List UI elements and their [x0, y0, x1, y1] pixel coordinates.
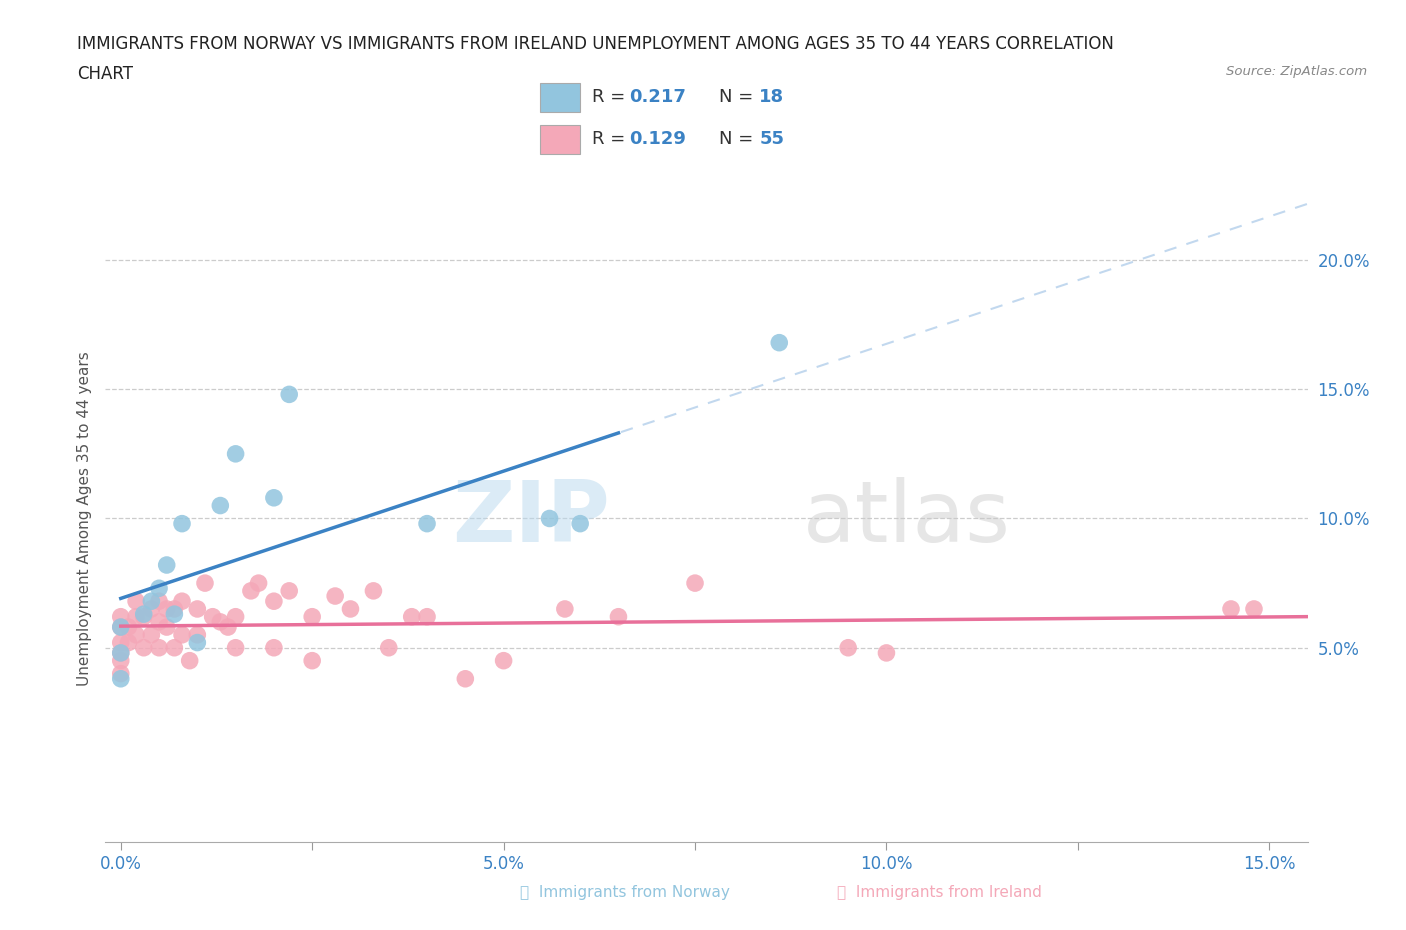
Point	[225, 609, 247, 624]
Point	[110, 671, 132, 686]
Point	[263, 490, 285, 505]
Point	[186, 628, 208, 643]
Point	[110, 609, 132, 624]
Point	[339, 602, 361, 617]
Point	[163, 641, 186, 656]
Text: R =: R =	[592, 130, 631, 148]
Point	[837, 641, 859, 656]
Point	[377, 641, 399, 656]
Point	[768, 335, 790, 350]
Text: 0.129: 0.129	[630, 130, 686, 148]
Point	[301, 653, 323, 668]
Text: Source: ZipAtlas.com: Source: ZipAtlas.com	[1226, 65, 1367, 78]
Point	[179, 653, 201, 668]
FancyBboxPatch shape	[540, 125, 579, 154]
Point	[363, 583, 385, 598]
Point	[148, 593, 170, 608]
Point	[225, 446, 247, 461]
Point	[148, 641, 170, 656]
Point	[156, 602, 179, 617]
Point	[163, 606, 186, 621]
Point	[225, 641, 247, 656]
Point	[132, 606, 155, 621]
Text: IMMIGRANTS FROM NORWAY VS IMMIGRANTS FROM IRELAND UNEMPLOYMENT AMONG AGES 35 TO : IMMIGRANTS FROM NORWAY VS IMMIGRANTS FRO…	[77, 35, 1114, 53]
Point	[125, 609, 148, 624]
Y-axis label: Unemployment Among Ages 35 to 44 years: Unemployment Among Ages 35 to 44 years	[76, 352, 91, 685]
Point	[209, 615, 232, 630]
Text: 18: 18	[759, 88, 785, 106]
Point	[401, 609, 423, 624]
Point	[875, 645, 897, 660]
Point	[125, 593, 148, 608]
Point	[117, 619, 139, 634]
Point	[132, 641, 155, 656]
FancyBboxPatch shape	[540, 84, 579, 113]
Point	[170, 628, 193, 643]
Point	[170, 593, 193, 608]
Point	[170, 516, 193, 531]
Point	[141, 593, 163, 608]
Point	[278, 583, 301, 598]
Point	[247, 576, 270, 591]
Text: 55: 55	[759, 130, 785, 148]
Point	[186, 635, 208, 650]
Text: N =: N =	[718, 88, 759, 106]
Point	[683, 576, 706, 591]
Text: ⬜  Immigrants from Norway: ⬜ Immigrants from Norway	[520, 885, 730, 900]
Point	[263, 641, 285, 656]
Point	[209, 498, 232, 513]
Point	[125, 628, 148, 643]
Point	[194, 576, 217, 591]
Point	[163, 602, 186, 617]
Point	[110, 645, 132, 660]
Point	[148, 581, 170, 596]
Point	[554, 602, 576, 617]
Point	[110, 619, 132, 634]
Point	[323, 589, 346, 604]
Point	[156, 558, 179, 573]
Text: 0.217: 0.217	[630, 88, 686, 106]
Point	[569, 516, 592, 531]
Point	[110, 666, 132, 681]
Text: ⬜  Immigrants from Ireland: ⬜ Immigrants from Ireland	[837, 885, 1042, 900]
Point	[217, 619, 239, 634]
Point	[141, 602, 163, 617]
Point	[201, 609, 224, 624]
Point	[156, 619, 179, 634]
Point	[454, 671, 477, 686]
Text: N =: N =	[718, 130, 759, 148]
Point	[301, 609, 323, 624]
Text: ZIP: ZIP	[453, 477, 610, 560]
Point	[186, 602, 208, 617]
Point	[278, 387, 301, 402]
Point	[416, 609, 439, 624]
Point	[1220, 602, 1243, 617]
Point	[492, 653, 515, 668]
Point	[148, 615, 170, 630]
Text: atlas: atlas	[803, 477, 1011, 560]
Point	[141, 628, 163, 643]
Point	[416, 516, 439, 531]
Point	[239, 583, 262, 598]
Point	[1243, 602, 1265, 617]
Point	[263, 593, 285, 608]
Point	[132, 609, 155, 624]
Point	[538, 512, 561, 526]
Point	[110, 619, 132, 634]
Point	[110, 635, 132, 650]
Point	[110, 645, 132, 660]
Text: R =: R =	[592, 88, 631, 106]
Point	[607, 609, 630, 624]
Text: CHART: CHART	[77, 65, 134, 83]
Point	[110, 653, 132, 668]
Point	[117, 635, 139, 650]
